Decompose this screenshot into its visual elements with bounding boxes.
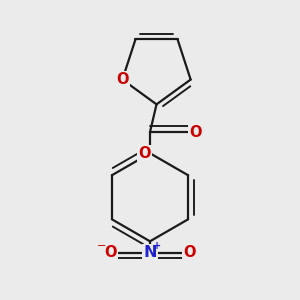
Text: O: O [189, 124, 201, 140]
Text: −: − [97, 241, 106, 250]
Text: O: O [183, 245, 195, 260]
Text: +: + [153, 241, 161, 251]
Text: O: O [116, 72, 129, 87]
Text: N: N [143, 245, 157, 260]
Text: O: O [105, 245, 117, 260]
Text: O: O [138, 146, 150, 161]
